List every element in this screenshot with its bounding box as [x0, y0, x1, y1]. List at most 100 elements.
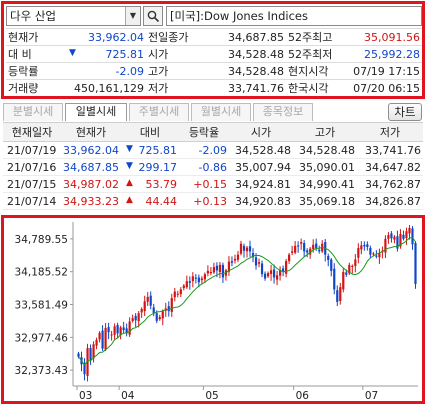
change-value: 44.44: [145, 194, 178, 208]
candle-body: [92, 344, 95, 359]
low-cell: 34,647.82: [357, 158, 423, 176]
quote-label: 52주최저: [286, 45, 338, 63]
y-tick-label: 34,789.55: [15, 234, 68, 246]
x-tick-label: 07: [365, 390, 378, 401]
column-header[interactable]: 저가: [357, 122, 423, 142]
candle-body: [294, 245, 297, 253]
tab-daily[interactable]: 일별시세: [65, 103, 127, 121]
candle-body: [336, 290, 339, 302]
price-chart[interactable]: 34,789.55 34,185.52 33,581.49 32,977.46 32,3…: [1, 215, 425, 404]
column-header[interactable]: 대비: [121, 122, 179, 142]
candle-body: [360, 245, 363, 250]
candle-body: [206, 270, 209, 274]
column-header[interactable]: 현재일자: [3, 122, 61, 142]
date-cell: 21/07/16: [3, 158, 61, 176]
candle-body: [357, 248, 360, 258]
down-triangle-icon: ▼: [126, 143, 133, 154]
moving-average-line: [78, 236, 416, 366]
candle-body: [95, 339, 98, 346]
candle-body: [272, 269, 276, 278]
candle-body: [185, 281, 188, 288]
candle-body: [239, 243, 243, 254]
candlestick-chart: 34,789.55 34,185.52 33,581.49 32,977.46 32,3…: [15, 222, 418, 401]
candle-body: [309, 248, 312, 255]
candle-body: [101, 330, 104, 349]
candle-body: [128, 321, 131, 335]
candle-body: [402, 234, 405, 239]
change-cell: ▼ 725.81: [121, 141, 179, 159]
local-time: 07/19 17:15: [338, 62, 422, 80]
price-cell: 33,962.04: [61, 141, 121, 159]
candle-body: [399, 233, 402, 247]
candle-body: [104, 327, 107, 350]
table-row[interactable]: 21/07/15 34,987.02 ▲ 53.79 +0.15 34,924.81 34,…: [3, 175, 423, 193]
candle-body: [161, 311, 164, 319]
open-price: 34,528.48: [206, 45, 286, 63]
chart-button[interactable]: 차트: [388, 103, 422, 121]
candle-body: [176, 293, 179, 295]
candle-body: [89, 348, 92, 361]
x-tick-label: 03: [79, 390, 92, 401]
high-cell: 34,990.41: [293, 175, 357, 193]
candle-body: [137, 313, 140, 322]
candle-body: [173, 291, 176, 298]
x-tick-label: 06: [296, 390, 310, 401]
current-price: 33,962.04: [63, 28, 146, 46]
column-header[interactable]: 현재가: [61, 122, 121, 142]
candle-body: [149, 295, 152, 306]
candle-body: [333, 268, 336, 290]
candle-body: [131, 318, 134, 321]
candle-body: [351, 266, 354, 268]
prev-close: 34,687.85: [206, 28, 286, 46]
candle-body: [297, 245, 300, 247]
pct-cell: -2.09: [179, 141, 229, 159]
tab-weekly[interactable]: 주별시세: [129, 103, 189, 121]
candle-body: [366, 244, 369, 247]
quote-row: 대 비 ▼ 725.81 시가 34,528.48 52주최저 25,992.28: [6, 45, 422, 63]
candle-body: [260, 263, 264, 275]
tab-minute[interactable]: 분별시세: [3, 103, 63, 121]
price-cell: 34,933.23: [61, 192, 121, 210]
candle-body: [245, 247, 249, 252]
candle-body: [212, 267, 216, 273]
table-row[interactable]: 21/07/14 34,933.23 ▲ 44.44 +0.13 34,920.83 35,…: [3, 192, 423, 210]
candle-body: [282, 268, 285, 272]
candle-body: [242, 245, 246, 251]
table-row[interactable]: 21/07/19 33,962.04 ▼ 725.81 -2.09 34,528.48 34…: [3, 141, 423, 159]
candle-body: [188, 281, 191, 283]
search-button[interactable]: [143, 6, 163, 26]
tab-monthly[interactable]: 월별시세: [191, 103, 251, 121]
y-tick-label: 33,581.49: [15, 300, 68, 312]
candle-body: [221, 264, 225, 278]
candle-body: [215, 265, 219, 271]
candle-body: [77, 353, 80, 357]
search-icon: [147, 10, 160, 23]
stock-selector[interactable]: 다우 산업 ▼: [6, 6, 141, 26]
candle-body: [312, 244, 315, 250]
candle-body: [110, 334, 113, 336]
quote-label: 등락률: [6, 62, 63, 80]
chevron-down-icon[interactable]: ▼: [125, 7, 140, 25]
candle-body: [233, 258, 237, 261]
candle-body: [390, 233, 393, 239]
column-header[interactable]: 시가: [229, 122, 293, 142]
table-row[interactable]: 21/07/16 34,687.85 ▼ 299.17 -0.86 35,007.94 35…: [3, 158, 423, 176]
quote-label: 거래량: [6, 79, 63, 96]
candle-body: [158, 317, 161, 320]
candle-body: [315, 243, 318, 249]
candle-body: [209, 271, 212, 274]
x-tick-label: 05: [205, 390, 218, 401]
tab-stock-info[interactable]: 종목정보: [253, 103, 313, 121]
candle-body: [303, 242, 306, 252]
change-value: 299.17: [138, 160, 178, 174]
candle-body: [86, 348, 89, 376]
low-price: 33,741.76: [206, 79, 286, 96]
tab-bar: 분별시세 일별시세 주별시세 월별시세 종목정보 차트: [3, 103, 423, 121]
y-tick-label: 34,185.52: [15, 267, 68, 279]
candle-body: [345, 272, 348, 275]
candle-body: [257, 262, 261, 264]
column-header[interactable]: 고가: [293, 122, 357, 142]
column-header[interactable]: 등락율: [179, 122, 229, 142]
candle-body: [107, 327, 110, 333]
date-cell: 21/07/14: [3, 192, 61, 210]
